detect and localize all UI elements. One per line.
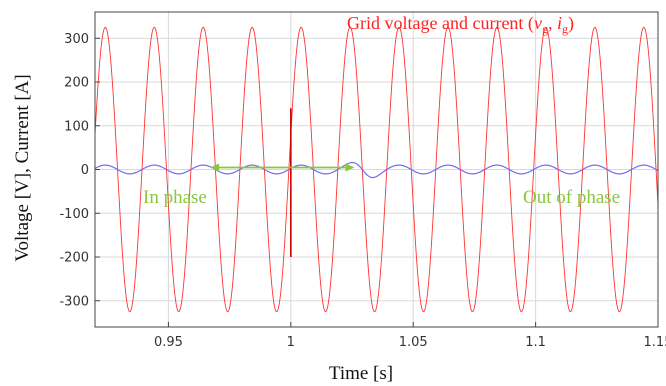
current-series-line [94,161,659,179]
arrow-head-left [210,163,220,172]
in-phase-arrow [210,163,355,172]
grid-voltage-current-label: Grid voltage and current (vg, ig) [347,13,574,36]
arrow-head-right [345,163,355,172]
x-tick-label: 0.95 [154,335,183,350]
y-tick-label: -200 [59,251,89,266]
voltage-series-line [94,26,659,313]
y-tick-label: 0 [81,163,89,178]
in-phase-label: In phase [143,187,207,208]
series-layer [94,26,659,313]
x-tick-label: 1.1 [525,335,546,350]
x-tick-label: 1.05 [399,335,428,350]
y-tick-label: 100 [64,119,89,134]
x-tick-label: 1 [287,335,295,350]
y-tick-label: 300 [64,32,89,47]
x-axis-label: Time [s] [329,363,393,384]
grid [95,12,659,327]
y-axis-label: Voltage [V], Current [A] [12,74,33,262]
y-tick-label: -300 [59,294,89,309]
y-tick-label: -100 [59,207,89,222]
y-tick-label: 200 [64,76,89,91]
axes: 0.95 1 1.05 1.1 1.15 300 200 100 0 -100 -200 -300 [59,11,666,350]
out-of-phase-label: Out of phase [523,187,620,208]
x-tick-label: 1.15 [644,335,666,350]
